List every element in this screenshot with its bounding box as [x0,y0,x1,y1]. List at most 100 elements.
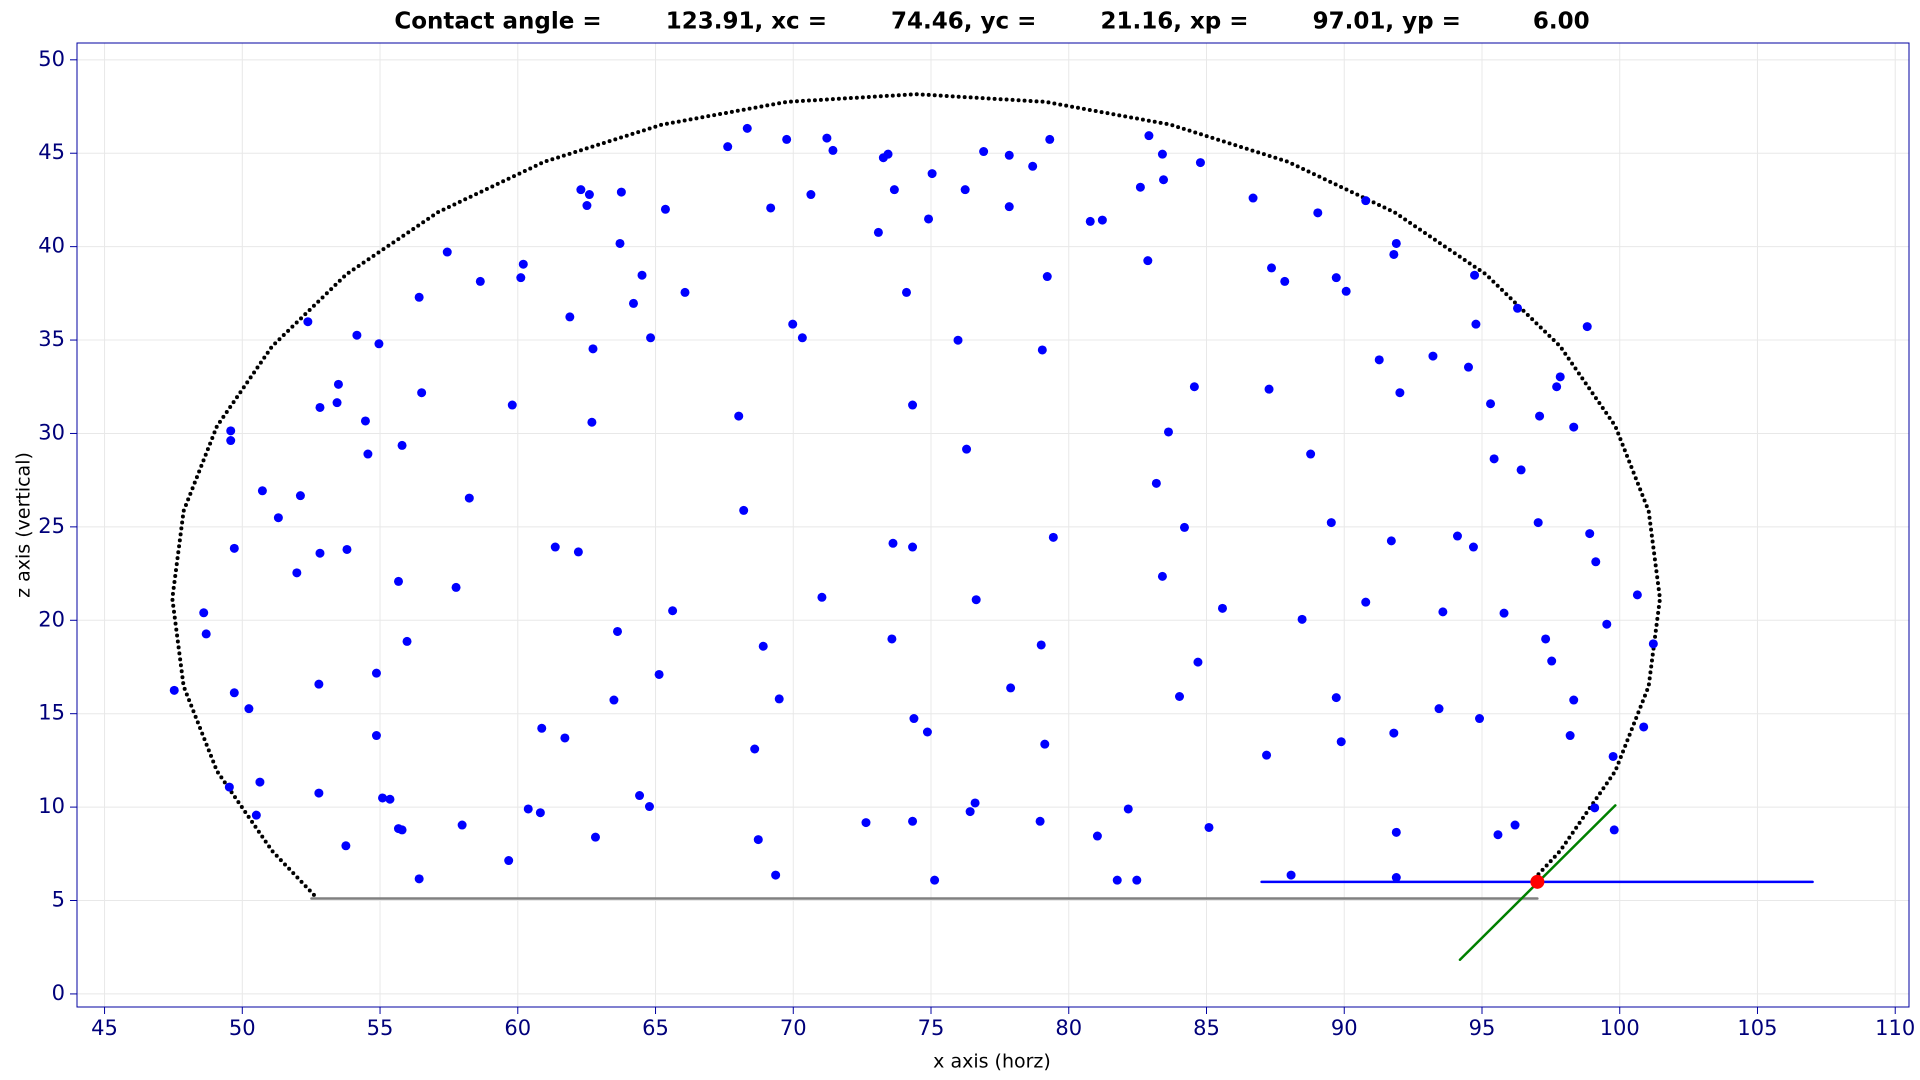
data-point [414,292,424,302]
data-point [1609,825,1619,835]
data-point [550,542,560,552]
data-point [1555,372,1565,382]
data-point [342,544,352,554]
data-point [883,149,893,159]
data-point [226,426,236,436]
data-point [908,542,918,552]
data-point [908,400,918,410]
data-point [1144,131,1154,141]
data-point [255,777,265,787]
data-point [797,333,807,343]
data-point [1389,249,1399,259]
data-point [1361,597,1371,607]
data-point [475,276,485,286]
data-point [314,788,324,798]
data-point [887,634,897,644]
data-point [782,134,792,144]
data-point [1135,182,1145,192]
data-point [1510,820,1520,830]
data-point [1535,411,1545,421]
chart-title: Contact angle = 123.91, xc = 74.46, yc =… [394,9,1589,35]
x-tick-label: 95 [1469,1016,1496,1040]
data-point [1042,272,1052,282]
data-point [273,513,283,523]
data-point [1280,276,1290,286]
data-line [170,92,1662,897]
x-tick-label: 65 [642,1016,669,1040]
data-point [1004,150,1014,160]
data-point [861,818,871,828]
data-point [771,870,781,880]
data-point [314,679,324,689]
data-point [1386,536,1396,546]
data-point [909,714,919,724]
data-point [315,548,325,558]
data-point [960,185,970,195]
y-tick-label: 35 [38,327,65,351]
x-tick-label: 70 [780,1016,807,1040]
data-point [397,440,407,450]
data-point [1092,831,1102,841]
data-point [576,185,586,195]
data-point [1004,202,1014,212]
data-point [888,538,898,548]
data-point [889,185,899,195]
x-tick-label: 50 [229,1016,256,1040]
data-point [1391,873,1401,883]
data-point [774,694,784,704]
data-point [257,486,267,496]
data-point [1395,388,1405,398]
data-point [244,704,254,714]
data-point [523,804,533,814]
data-point [363,449,373,459]
data-point [609,695,619,705]
data-point [1475,714,1485,724]
data-point [451,582,461,592]
data-point [1217,603,1227,613]
data-point [758,641,768,651]
data-point [590,832,600,842]
x-tick-label: 105 [1737,1016,1777,1040]
y-tick-label: 50 [38,47,65,71]
data-point [635,791,645,801]
data-point [788,319,798,329]
data-point [742,123,752,133]
data-point [1331,273,1341,283]
data-point [535,808,545,818]
data-point [1306,449,1316,459]
data-point [1085,216,1095,226]
data-point [668,606,678,616]
data-point [303,317,313,327]
data-point [646,333,656,343]
y-tick-label: 10 [38,794,65,818]
data-point [1530,874,1545,889]
data-point [828,145,838,155]
data-point [1189,382,1199,392]
data-point [1374,355,1384,365]
data-point [817,592,827,602]
data-point [169,685,179,695]
data-point [224,782,234,792]
x-tick-label: 85 [1193,1016,1220,1040]
data-point [1361,196,1371,206]
data-point [457,820,467,830]
data-point [374,339,384,349]
data-point [953,335,963,345]
data-point [628,298,638,308]
data-point [644,802,654,812]
data-point [1516,465,1526,475]
data-point [1470,270,1480,280]
data-point [615,238,625,248]
data-point [979,147,989,157]
data-point [1391,827,1401,837]
data-point [723,142,733,152]
data-point [1045,134,1055,144]
data-point [251,810,261,820]
data-point [1151,478,1161,488]
data-point [1591,557,1601,567]
data-point [1590,803,1600,813]
data-point [1112,875,1122,885]
data-point [518,259,528,269]
data-point [873,227,883,237]
data-point [1468,542,1478,552]
